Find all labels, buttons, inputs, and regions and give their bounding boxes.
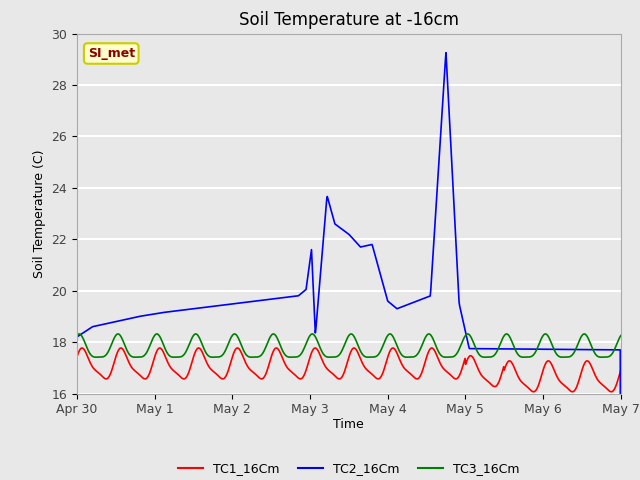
- TC1_16Cm: [129, 366, 137, 372]
- TC1_16Cm: [117, 345, 125, 351]
- Text: SI_met: SI_met: [88, 47, 135, 60]
- Line: TC3_16Cm: TC3_16Cm: [77, 334, 621, 357]
- TC3_16Cm: [508, 339, 516, 345]
- TC1_16Cm: [508, 359, 515, 365]
- TC2_16Cm: [73, 334, 81, 340]
- TC1_16Cm: [73, 355, 81, 360]
- TC1_16Cm: [530, 389, 538, 395]
- TC2_16Cm: [508, 346, 515, 352]
- TC3_16Cm: [313, 337, 321, 343]
- Line: TC1_16Cm: TC1_16Cm: [77, 348, 621, 392]
- TC3_16Cm: [129, 354, 136, 360]
- TC3_16Cm: [403, 354, 411, 360]
- TC1_16Cm: [498, 372, 506, 377]
- TC1_16Cm: [617, 367, 625, 373]
- Title: Soil Temperature at -16cm: Soil Temperature at -16cm: [239, 11, 459, 29]
- TC3_16Cm: [153, 331, 161, 337]
- TC2_16Cm: [293, 293, 301, 299]
- TC2_16Cm: [447, 144, 455, 149]
- TC3_16Cm: [499, 336, 506, 342]
- TC3_16Cm: [73, 333, 81, 338]
- Line: TC2_16Cm: TC2_16Cm: [77, 53, 621, 480]
- TC3_16Cm: [617, 333, 625, 338]
- TC1_16Cm: [447, 372, 455, 378]
- TC1_16Cm: [294, 374, 301, 380]
- X-axis label: Time: Time: [333, 418, 364, 431]
- Y-axis label: Soil Temperature (C): Soil Temperature (C): [33, 149, 45, 278]
- TC2_16Cm: [129, 315, 136, 321]
- Legend: TC1_16Cm, TC2_16Cm, TC3_16Cm: TC1_16Cm, TC2_16Cm, TC3_16Cm: [173, 457, 525, 480]
- TC2_16Cm: [312, 320, 320, 325]
- TC2_16Cm: [442, 50, 450, 56]
- TC1_16Cm: [313, 346, 321, 352]
- TC3_16Cm: [294, 354, 301, 360]
- TC2_16Cm: [498, 346, 506, 352]
- TC3_16Cm: [447, 354, 455, 360]
